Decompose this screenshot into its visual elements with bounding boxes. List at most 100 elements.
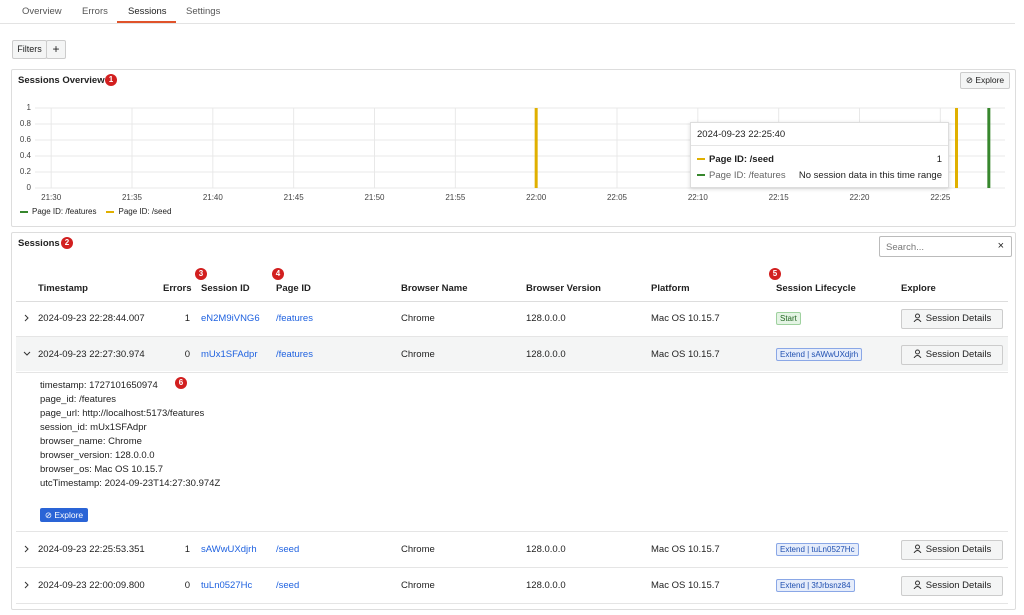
bar [987,108,991,188]
row-divider [16,567,1008,568]
timestamp: 2024-09-23 22:00:09.800 [38,580,145,591]
x-tick-label: 21:35 [122,193,143,202]
tooltip-time: 2024-09-23 22:25:40 [697,129,786,140]
badge: 6 [175,377,187,389]
tooltip-label: Page ID: /seed [709,154,774,165]
browser-name: Chrome [401,580,435,591]
column-header: Browser Version [526,283,601,294]
detail-line: browser_version: 128.0.0.0 [40,450,155,461]
browser-version: 128.0.0.0 [526,580,566,591]
chevron-icon[interactable] [23,581,31,589]
button-label: Explore [54,510,84,520]
detail-line: page_id: /features [40,394,117,405]
column-header: Session ID [201,283,250,294]
session-details-button[interactable]: Session Details [901,345,1003,365]
tooltip: 2024-09-23 22:25:40 Page ID: /seed 1 Pag… [690,122,949,188]
legend-swatch [20,210,28,213]
panel-title: Sessions [18,238,60,249]
badge: 2 [61,237,73,249]
session-id[interactable]: mUx1SFAdpr [201,349,258,360]
errors: 1 [184,313,190,324]
clear-button[interactable]: × [997,240,1004,252]
tab[interactable]: Settings [186,6,221,17]
page-id[interactable]: /features [276,349,313,360]
timestamp: 2024-09-23 22:28:44.007 [38,313,145,324]
platform: Mac OS 10.15.7 [651,580,720,591]
session-id[interactable]: tuLn0527Hc [201,580,253,591]
x-tick-label: 21:40 [203,193,224,202]
y-tick-label: 0.8 [20,119,32,128]
page-id[interactable]: /features [276,313,313,324]
x-tick-label: 22:00 [526,193,547,202]
button-label: Session Details [925,349,992,360]
x-tick-label: 21:50 [364,193,385,202]
chevron-icon[interactable] [23,314,31,322]
session-details-button[interactable]: Session Details [901,540,1003,560]
button-label: Session Details [925,544,992,555]
detail-line: browser_os: Mac OS 10.15.7 [40,464,164,475]
legend-label: Page ID: /seed [118,207,172,216]
column-header: Errors [163,283,192,294]
errors: 1 [184,544,190,555]
tooltip-value: 1 [936,154,942,165]
platform: Mac OS 10.15.7 [651,544,720,555]
platform: Mac OS 10.15.7 [651,313,720,324]
column-header: Page ID [276,283,311,294]
page-id[interactable]: /seed [276,544,300,555]
chevron-icon[interactable] [23,545,31,553]
platform: Mac OS 10.15.7 [651,349,720,360]
browser-name: Chrome [401,544,435,555]
legend-swatch [106,210,115,213]
y-tick-label: 0 [27,183,32,192]
y-tick-label: 0.6 [20,135,32,144]
bar [955,108,958,188]
x-tick-label: 21:55 [445,193,466,202]
y-tick-label: 1 [27,103,32,112]
detail-line: timestamp: 1727101650974 [40,380,158,391]
column-header: Explore [901,283,936,294]
explore-button[interactable]: ⊘ Explore [960,72,1010,89]
errors: 0 [184,580,190,591]
active-tab-indicator [117,21,176,23]
button-label: Session Details [925,580,992,591]
timestamp: 2024-09-23 22:25:53.351 [38,544,145,555]
button-label: Explore [975,75,1005,85]
chevron-icon[interactable] [23,350,31,358]
x-tick-label: 22:25 [930,193,951,202]
detail-line: session_id: mUx1SFAdpr [40,422,147,433]
detail-line: browser_name: Chrome [40,436,142,447]
errors: 0 [184,349,190,360]
badge: 3 [195,268,207,280]
search-box[interactable]: Search... × [879,236,1012,257]
tab-divider [0,23,1015,24]
lifecycle-tag: Start [776,312,801,325]
tab[interactable]: Errors [82,6,108,17]
legend: Page ID: /features Page ID: /seed [20,207,171,216]
button-label: Session Details [925,313,992,324]
tab[interactable]: Sessions [128,6,167,17]
add-filter-button[interactable]: + [46,40,66,59]
timestamp: 2024-09-23 22:27:30.974 [38,349,145,360]
search-placeholder: Search... [886,242,925,253]
session-details-button[interactable]: Session Details [901,309,1003,329]
row-divider [16,531,1008,532]
column-header: Browser Name [401,283,468,294]
session-details-button[interactable]: Session Details [901,576,1003,596]
bar [534,108,538,188]
page-id[interactable]: /seed [276,580,300,591]
explore-button[interactable]: ⊘ Explore [40,508,88,522]
y-tick-label: 0.4 [20,151,32,160]
session-id[interactable]: sAWwUXdjrh [201,544,257,555]
legend-item: Page ID: /features [20,207,96,216]
session-id[interactable]: eN2M9iVNG6 [201,313,260,324]
detail-line: page_url: http://localhost:5173/features [40,408,205,419]
browser-version: 128.0.0.0 [526,544,566,555]
tooltip-label: Page ID: /features [709,170,786,181]
tooltip-value: No session data in this time range [798,170,942,181]
x-tick-label: 22:10 [688,193,709,202]
browser-name: Chrome [401,349,435,360]
tab[interactable]: Overview [22,6,62,17]
x-tick-label: 22:05 [607,193,628,202]
badge: 4 [272,268,284,280]
row-divider [16,301,1008,302]
